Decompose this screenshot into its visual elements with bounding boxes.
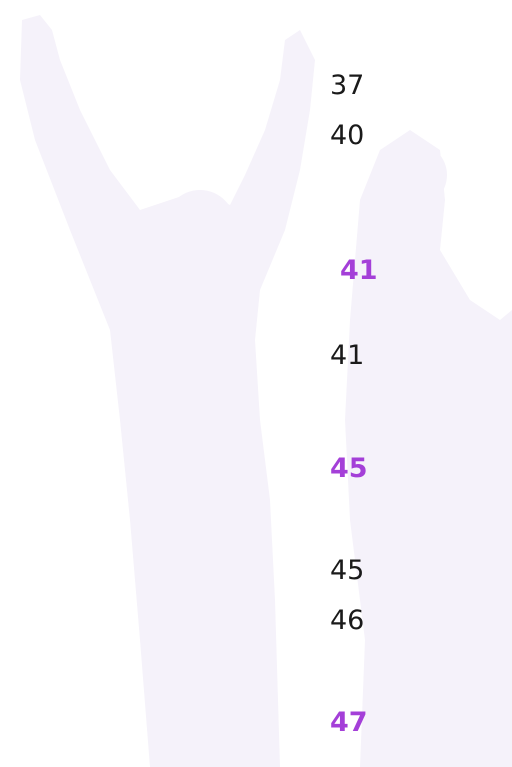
- number: 37: [330, 72, 364, 99]
- highlighted-number: 47: [330, 709, 368, 736]
- number: 46: [330, 607, 364, 634]
- number: 41: [330, 342, 364, 369]
- highlighted-number: 41: [340, 257, 378, 284]
- background-silhouette: [0, 0, 512, 767]
- number: 45: [330, 557, 364, 584]
- highlighted-number: 45: [330, 455, 368, 482]
- number: 40: [330, 122, 364, 149]
- page: 3740414145454647 (() => { const data = J…: [0, 0, 512, 767]
